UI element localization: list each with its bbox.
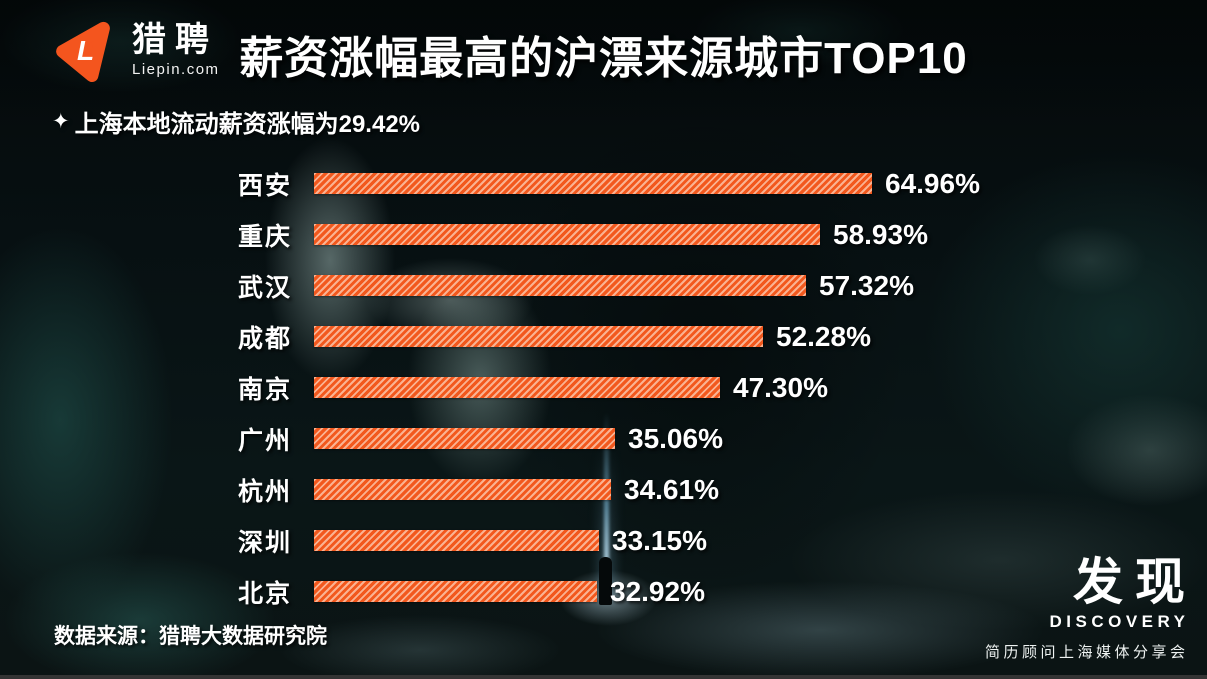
bar (314, 326, 763, 347)
chart-row: 武汉 57.32% (0, 260, 1207, 311)
annotation-text: 上海本地流动薪资涨幅为29.42% (74, 111, 421, 138)
chart-row: 杭州 34.61% (0, 464, 1207, 515)
person-silhouette (599, 557, 612, 605)
discovery-brand-block: 发现 DISCOVERY 简历顾问上海媒体分享会 (985, 556, 1185, 662)
bar-value: 64.96% (885, 167, 980, 199)
chart-row: 西安 64.96% (0, 158, 1207, 209)
chart-row: 北京 32.92% (0, 566, 1207, 617)
bar-chart: 西安 64.96% 重庆 58.93% 武汉 57.32% 成都 52.28% … (0, 158, 1207, 617)
bar-label: 广州 (237, 426, 292, 455)
logo-domain: Liepin.com (132, 61, 220, 78)
annotation-note: ✦ 上海本地流动薪资涨幅为29.42% (52, 104, 420, 139)
bar (314, 581, 597, 602)
bar-value: 35.06% (628, 422, 723, 454)
bar-label: 深圳 (237, 528, 292, 557)
bar-label: 重庆 (237, 222, 292, 251)
bar (314, 224, 820, 245)
bar-value: 47.30% (733, 371, 828, 403)
chart-row: 深圳 33.15% (0, 515, 1207, 566)
bar-value: 32.92% (610, 575, 705, 607)
liepin-triangle-icon: L (56, 21, 110, 82)
bar-label: 杭州 (237, 477, 292, 506)
bar (314, 275, 806, 296)
chart-row: 成都 52.28% (0, 311, 1207, 362)
bar-value: 57.32% (819, 269, 914, 301)
discovery-en-title: DISCOVERY (1049, 611, 1190, 631)
bar-label: 南京 (237, 375, 292, 404)
bar (314, 377, 720, 398)
liepin-logo: L 猎聘 Liepin.com (46, 18, 220, 82)
svg-text:L: L (77, 35, 94, 66)
bar-value: 58.93% (833, 218, 928, 250)
chart-row: 广州 35.06% (0, 413, 1207, 464)
sparkle-icon: ✦ (52, 110, 70, 133)
discovery-tagline: 简历顾问上海媒体分享会 (984, 643, 1189, 661)
logo-brand-name: 猎聘 (132, 21, 218, 59)
bar-value: 52.28% (776, 320, 871, 352)
bar (314, 530, 599, 551)
page-title: 薪资涨幅最高的沪漂来源城市TOP10 (239, 34, 968, 83)
bar-label: 西安 (237, 171, 292, 200)
logo-text: 猎聘 Liepin.com (132, 18, 220, 78)
chart-row: 重庆 58.93% (0, 209, 1207, 260)
chart-row: 南京 47.30% (0, 362, 1207, 413)
bottom-edge-strip (0, 675, 1207, 679)
bar-label: 成都 (237, 324, 292, 353)
bar (314, 173, 872, 194)
bar (314, 479, 611, 500)
discovery-cn-title: 发现 (1073, 554, 1197, 610)
bar (314, 428, 615, 449)
bar-value: 33.15% (612, 524, 707, 556)
bar-label: 北京 (237, 579, 292, 608)
bar-value: 34.61% (624, 473, 719, 505)
chart-rows: 西安 64.96% 重庆 58.93% 武汉 57.32% 成都 52.28% … (0, 158, 1207, 617)
bar-label: 武汉 (237, 273, 292, 302)
data-source-text: 数据来源：猎聘大数据研究院 (54, 625, 327, 648)
